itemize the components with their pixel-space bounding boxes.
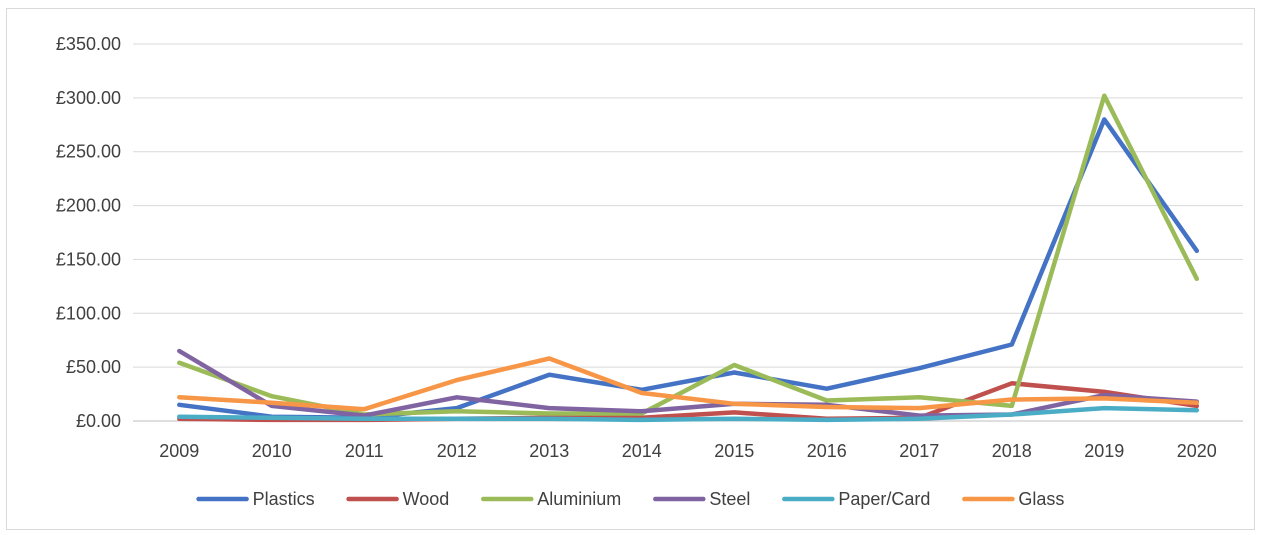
legend-item-steel: Steel xyxy=(653,489,750,509)
y-tick-label: £0.00 xyxy=(76,411,121,431)
legend-label: Steel xyxy=(709,489,750,509)
y-tick-label: £100.00 xyxy=(56,303,121,323)
y-tick-label: £250.00 xyxy=(56,142,121,162)
chart-area: £0.00 £50.00 £100.00 £150.00 £200.00 £250.00 £… xyxy=(6,8,1255,530)
gridlines xyxy=(133,43,1243,422)
legend-label: Paper/Card xyxy=(838,489,930,509)
x-tick-label: 2011 xyxy=(345,441,384,461)
legend-label: Aluminium xyxy=(537,489,621,509)
legend-item-glass: Glass xyxy=(962,489,1064,509)
x-tick-label: 2020 xyxy=(1177,441,1217,461)
x-tick-label: 2012 xyxy=(437,441,477,461)
x-tick-label: 2019 xyxy=(1084,441,1124,461)
y-axis-labels: £0.00 £50.00 £100.00 £150.00 £200.00 £250.00 £… xyxy=(56,34,121,431)
x-tick-label: 2018 xyxy=(992,441,1032,461)
legend-item-aluminium: Aluminium xyxy=(481,489,621,509)
x-tick-label: 2009 xyxy=(159,441,199,461)
legend-label: Glass xyxy=(1018,489,1064,509)
y-tick-label: £150.00 xyxy=(56,249,121,269)
x-tick-label: 2017 xyxy=(899,441,939,461)
y-tick-label: £300.00 xyxy=(56,88,121,108)
series-line-plastics xyxy=(177,117,1200,421)
x-tick-label: 2014 xyxy=(622,441,662,461)
series-line-aluminium xyxy=(177,93,1200,417)
x-tick-label: 2015 xyxy=(714,441,754,461)
legend-label: Plastics xyxy=(253,489,315,509)
line-chart: £0.00 £50.00 £100.00 £150.00 £200.00 £250.00 £… xyxy=(56,34,1243,509)
legend-item-plastics: Plastics xyxy=(196,489,315,509)
series-lines xyxy=(177,93,1200,423)
legend: Plastics Wood Aluminium Steel Paper/Card Glas… xyxy=(196,489,1064,509)
x-axis-labels: 2009 2010 2011 2012 2013 2014 2015 2016 2017 2018… xyxy=(159,441,1217,461)
series-line-paper-card xyxy=(177,405,1200,423)
y-tick-label: £350.00 xyxy=(56,34,121,54)
x-tick-label: 2010 xyxy=(252,441,292,461)
legend-item-wood: Wood xyxy=(346,489,450,509)
y-tick-label: £50.00 xyxy=(66,357,121,377)
x-tick-label: 2013 xyxy=(529,441,569,461)
legend-item-paper-card: Paper/Card xyxy=(782,489,930,509)
legend-label: Wood xyxy=(403,489,450,509)
series-line-glass xyxy=(177,356,1200,412)
x-tick-label: 2016 xyxy=(807,441,847,461)
y-tick-label: £200.00 xyxy=(56,196,121,216)
